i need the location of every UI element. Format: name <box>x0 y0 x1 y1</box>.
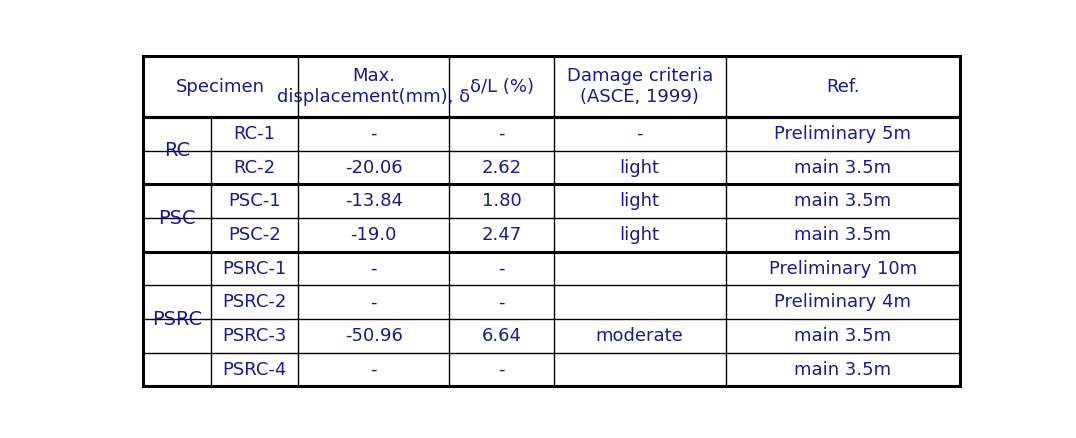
Text: -: - <box>498 293 505 311</box>
Text: main 3.5m: main 3.5m <box>794 327 891 345</box>
Text: -: - <box>370 293 377 311</box>
Text: -: - <box>498 260 505 278</box>
Text: Specimen: Specimen <box>176 78 265 95</box>
Text: 2.62: 2.62 <box>482 159 522 177</box>
Text: light: light <box>620 226 660 244</box>
Text: 1.80: 1.80 <box>482 192 522 210</box>
Text: Preliminary 4m: Preliminary 4m <box>775 293 911 311</box>
Text: -: - <box>370 360 377 378</box>
Text: Ref.: Ref. <box>826 78 860 95</box>
Text: PSRC-3: PSRC-3 <box>223 327 286 345</box>
Text: -: - <box>370 260 377 278</box>
Text: -20.06: -20.06 <box>345 159 402 177</box>
Text: δ/L (%): δ/L (%) <box>469 78 534 95</box>
Text: Preliminary 10m: Preliminary 10m <box>768 260 917 278</box>
Text: main 3.5m: main 3.5m <box>794 226 891 244</box>
Text: PSRC-4: PSRC-4 <box>223 360 286 378</box>
Text: -19.0: -19.0 <box>351 226 397 244</box>
Text: 6.64: 6.64 <box>482 327 522 345</box>
Text: Preliminary 5m: Preliminary 5m <box>775 125 911 143</box>
Text: PSRC-1: PSRC-1 <box>223 260 286 278</box>
Text: light: light <box>620 192 660 210</box>
Text: -: - <box>498 360 505 378</box>
Text: PSC-2: PSC-2 <box>228 226 281 244</box>
Text: -50.96: -50.96 <box>344 327 402 345</box>
Text: light: light <box>620 159 660 177</box>
Text: Max.
displacement(mm), δ: Max. displacement(mm), δ <box>278 67 470 106</box>
Text: RC-1: RC-1 <box>233 125 275 143</box>
Text: 2.47: 2.47 <box>481 226 522 244</box>
Text: -: - <box>370 125 377 143</box>
Text: Damage criteria
(ASCE, 1999): Damage criteria (ASCE, 1999) <box>567 67 712 106</box>
Text: -: - <box>498 125 505 143</box>
Text: moderate: moderate <box>596 327 683 345</box>
Text: main 3.5m: main 3.5m <box>794 192 891 210</box>
Text: PSRC: PSRC <box>152 310 202 328</box>
Text: RC-2: RC-2 <box>233 159 275 177</box>
Text: main 3.5m: main 3.5m <box>794 360 891 378</box>
Text: PSC: PSC <box>158 208 196 228</box>
Text: RC: RC <box>164 141 189 160</box>
Text: PSRC-2: PSRC-2 <box>223 293 286 311</box>
Text: main 3.5m: main 3.5m <box>794 159 891 177</box>
Text: -: - <box>637 125 643 143</box>
Text: -13.84: -13.84 <box>344 192 402 210</box>
Text: PSC-1: PSC-1 <box>228 192 281 210</box>
